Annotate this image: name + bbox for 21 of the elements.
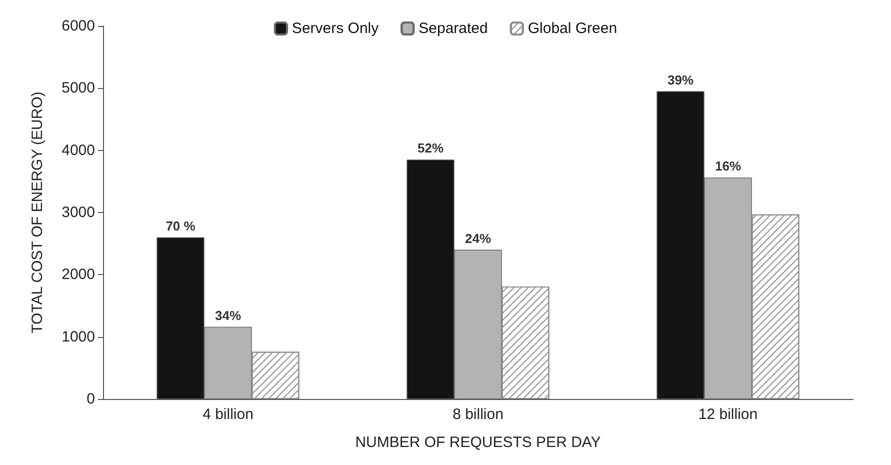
y-tick-label: 0 [86, 390, 95, 408]
y-tick-label: 6000 [62, 18, 95, 34]
x-tick-label: 4 billion [202, 406, 254, 423]
x-tick-label: 8 billion [452, 406, 504, 423]
annotation: 52% [417, 140, 444, 156]
legend-label: Servers Only [292, 20, 380, 37]
annotation: 70 % [166, 218, 196, 234]
y-tick-label: 2000 [62, 266, 95, 284]
x-tick-label: 12 billion [698, 406, 758, 423]
y-tick-label: 3000 [62, 204, 95, 221]
annotation: 24% [464, 230, 492, 246]
y-tick-label: 4000 [62, 142, 95, 159]
annotation: 39% [667, 72, 694, 88]
y-tick-label: 5000 [62, 80, 95, 97]
y-axis-title: TOTAL COST OF ENERGY (EURO) [29, 92, 46, 334]
annotation: 16% [714, 158, 742, 174]
legend-label: Separated [418, 20, 488, 37]
x-axis-title: NUMBER OF REQUESTS PER DAY [355, 434, 601, 451]
y-tick-label: 1000 [62, 328, 95, 346]
legend-label: Global Green [528, 20, 618, 37]
annotation: 34% [214, 308, 242, 323]
